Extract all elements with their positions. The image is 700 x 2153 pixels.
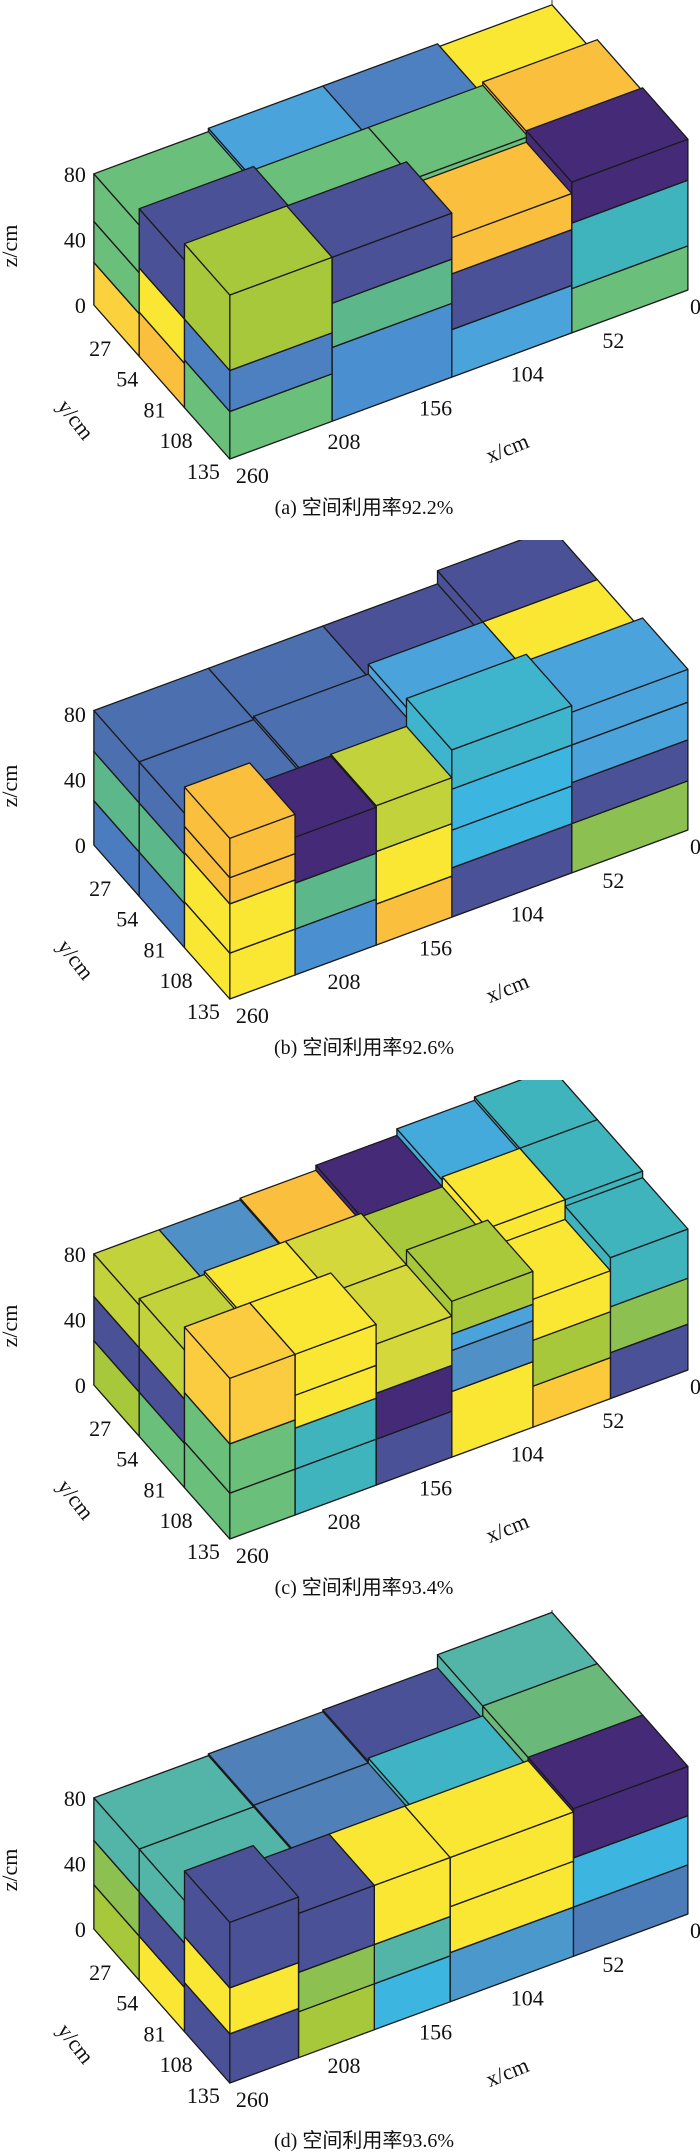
y-tick-label: 108 bbox=[160, 2052, 193, 2077]
z-tick-label: 40 bbox=[64, 227, 86, 252]
z-tick-label: 0 bbox=[75, 833, 86, 858]
x-tick-label: 52 bbox=[602, 1952, 624, 1977]
z-axis-label: z/cm bbox=[0, 225, 22, 268]
caption-c: (c) 空间利用率93.4% bbox=[274, 1577, 454, 1599]
z-tick-label: 40 bbox=[64, 1851, 86, 1876]
y-tick-label: 54 bbox=[116, 1447, 138, 1472]
x-tick-label: 156 bbox=[419, 935, 452, 960]
box-top-face bbox=[405, 1219, 534, 1302]
x-tick-label: 0 bbox=[690, 294, 700, 319]
y-tick-label: 135 bbox=[187, 1539, 220, 1564]
x-tick-label: 0 bbox=[690, 834, 700, 859]
x-axis-label: x/cm bbox=[482, 428, 532, 468]
z-tick-label: 80 bbox=[64, 702, 86, 727]
panel-a: 0 40 80 27 54 81 108 135 0 52 104 156 208 260 z/cm y/cm… bbox=[0, 0, 700, 540]
y-tick-label: 27 bbox=[89, 876, 111, 901]
x-tick-label: 0 bbox=[690, 1374, 700, 1399]
z-tick-label: 0 bbox=[75, 1373, 86, 1398]
x-tick-label: 260 bbox=[236, 2087, 269, 2112]
panel-d: 0 40 80 27 54 81 108 135 0 52 104 156 208 260 z/cm y/cm… bbox=[0, 1610, 700, 2152]
z-tick-label: 80 bbox=[64, 1786, 86, 1811]
y-tick-label: 135 bbox=[187, 999, 220, 1024]
box-top-face bbox=[183, 1302, 296, 1379]
x-tick-label: 260 bbox=[236, 1003, 269, 1028]
y-tick-label: 54 bbox=[116, 907, 138, 932]
y-tick-label: 81 bbox=[143, 1477, 165, 1502]
x-tick-label: 260 bbox=[236, 463, 269, 488]
box-top-face bbox=[183, 762, 296, 839]
y-tick-label: 108 bbox=[160, 968, 193, 993]
y-tick-label: 135 bbox=[187, 459, 220, 484]
x-tick-label: 52 bbox=[602, 328, 624, 353]
z-axis-label: z/cm bbox=[0, 765, 22, 808]
y-tick-label: 54 bbox=[116, 367, 138, 392]
z-tick-label: 40 bbox=[64, 767, 86, 792]
x-tick-label: 104 bbox=[511, 902, 544, 927]
y-axis-label: y/cm bbox=[53, 394, 100, 444]
packed-box bbox=[183, 762, 296, 879]
x-tick-label: 156 bbox=[419, 2019, 452, 2044]
x-tick-label: 104 bbox=[511, 1986, 544, 2011]
packed-box bbox=[183, 1302, 296, 1445]
x-tick-label: 52 bbox=[602, 868, 624, 893]
y-axis-label: y/cm bbox=[53, 934, 100, 984]
z-tick-label: 0 bbox=[75, 293, 86, 318]
box-top-face bbox=[183, 205, 333, 296]
packed-box bbox=[183, 205, 333, 372]
z-tick-label: 80 bbox=[64, 1242, 86, 1267]
z-tick-label: 0 bbox=[75, 1917, 86, 1942]
x-tick-label: 104 bbox=[511, 1442, 544, 1467]
y-tick-label: 81 bbox=[143, 397, 165, 422]
x-tick-label: 208 bbox=[327, 1509, 360, 1534]
box-top-face bbox=[183, 1844, 300, 1923]
x-tick-label: 0 bbox=[690, 1918, 700, 1943]
y-tick-label: 27 bbox=[89, 336, 111, 361]
x-tick-label: 208 bbox=[327, 969, 360, 994]
caption-b: (b) 空间利用率92.6% bbox=[274, 1037, 454, 1059]
y-axis-label: y/cm bbox=[53, 1474, 100, 1524]
y-tick-label: 81 bbox=[143, 2021, 165, 2046]
panel-c: 0 40 80 27 54 81 108 135 0 52 104 156 208 260 z/cm y/cm… bbox=[0, 1080, 700, 1620]
y-tick-label: 108 bbox=[160, 1508, 193, 1533]
y-tick-label: 54 bbox=[116, 1991, 138, 2016]
x-axis-label: x/cm bbox=[482, 1508, 532, 1548]
caption-d: (d) 空间利用率93.6% bbox=[274, 2130, 454, 2152]
x-axis-label: x/cm bbox=[482, 968, 532, 1008]
box-top-face bbox=[527, 1714, 689, 1810]
x-tick-label: 208 bbox=[327, 429, 360, 454]
x-tick-label: 260 bbox=[236, 1543, 269, 1568]
panel-b: 0 40 80 27 54 81 108 135 0 52 104 156 208 260 z/cm y/cm… bbox=[0, 540, 700, 1080]
packed-box bbox=[183, 1844, 300, 1989]
box-top-face bbox=[330, 725, 453, 807]
z-axis-label: z/cm bbox=[0, 1305, 22, 1348]
x-tick-label: 104 bbox=[511, 362, 544, 387]
caption-a: (a) 空间利用率92.2% bbox=[274, 497, 454, 519]
x-tick-label: 156 bbox=[419, 1475, 452, 1500]
y-tick-label: 108 bbox=[160, 428, 193, 453]
z-axis-label: z/cm bbox=[0, 1849, 22, 1892]
box-top-face bbox=[525, 87, 689, 183]
x-tick-label: 156 bbox=[419, 395, 452, 420]
y-tick-label: 81 bbox=[143, 937, 165, 962]
x-axis-label: x/cm bbox=[482, 2052, 532, 2092]
box-top-face bbox=[405, 653, 573, 751]
y-tick-label: 135 bbox=[187, 2083, 220, 2108]
z-tick-label: 80 bbox=[64, 162, 86, 187]
y-tick-label: 27 bbox=[89, 1960, 111, 1985]
x-tick-label: 52 bbox=[602, 1408, 624, 1433]
y-axis-label: y/cm bbox=[53, 2018, 100, 2068]
z-tick-label: 40 bbox=[64, 1307, 86, 1332]
y-tick-label: 27 bbox=[89, 1416, 111, 1441]
box-top-face bbox=[564, 1177, 689, 1259]
x-tick-label: 208 bbox=[327, 2053, 360, 2078]
